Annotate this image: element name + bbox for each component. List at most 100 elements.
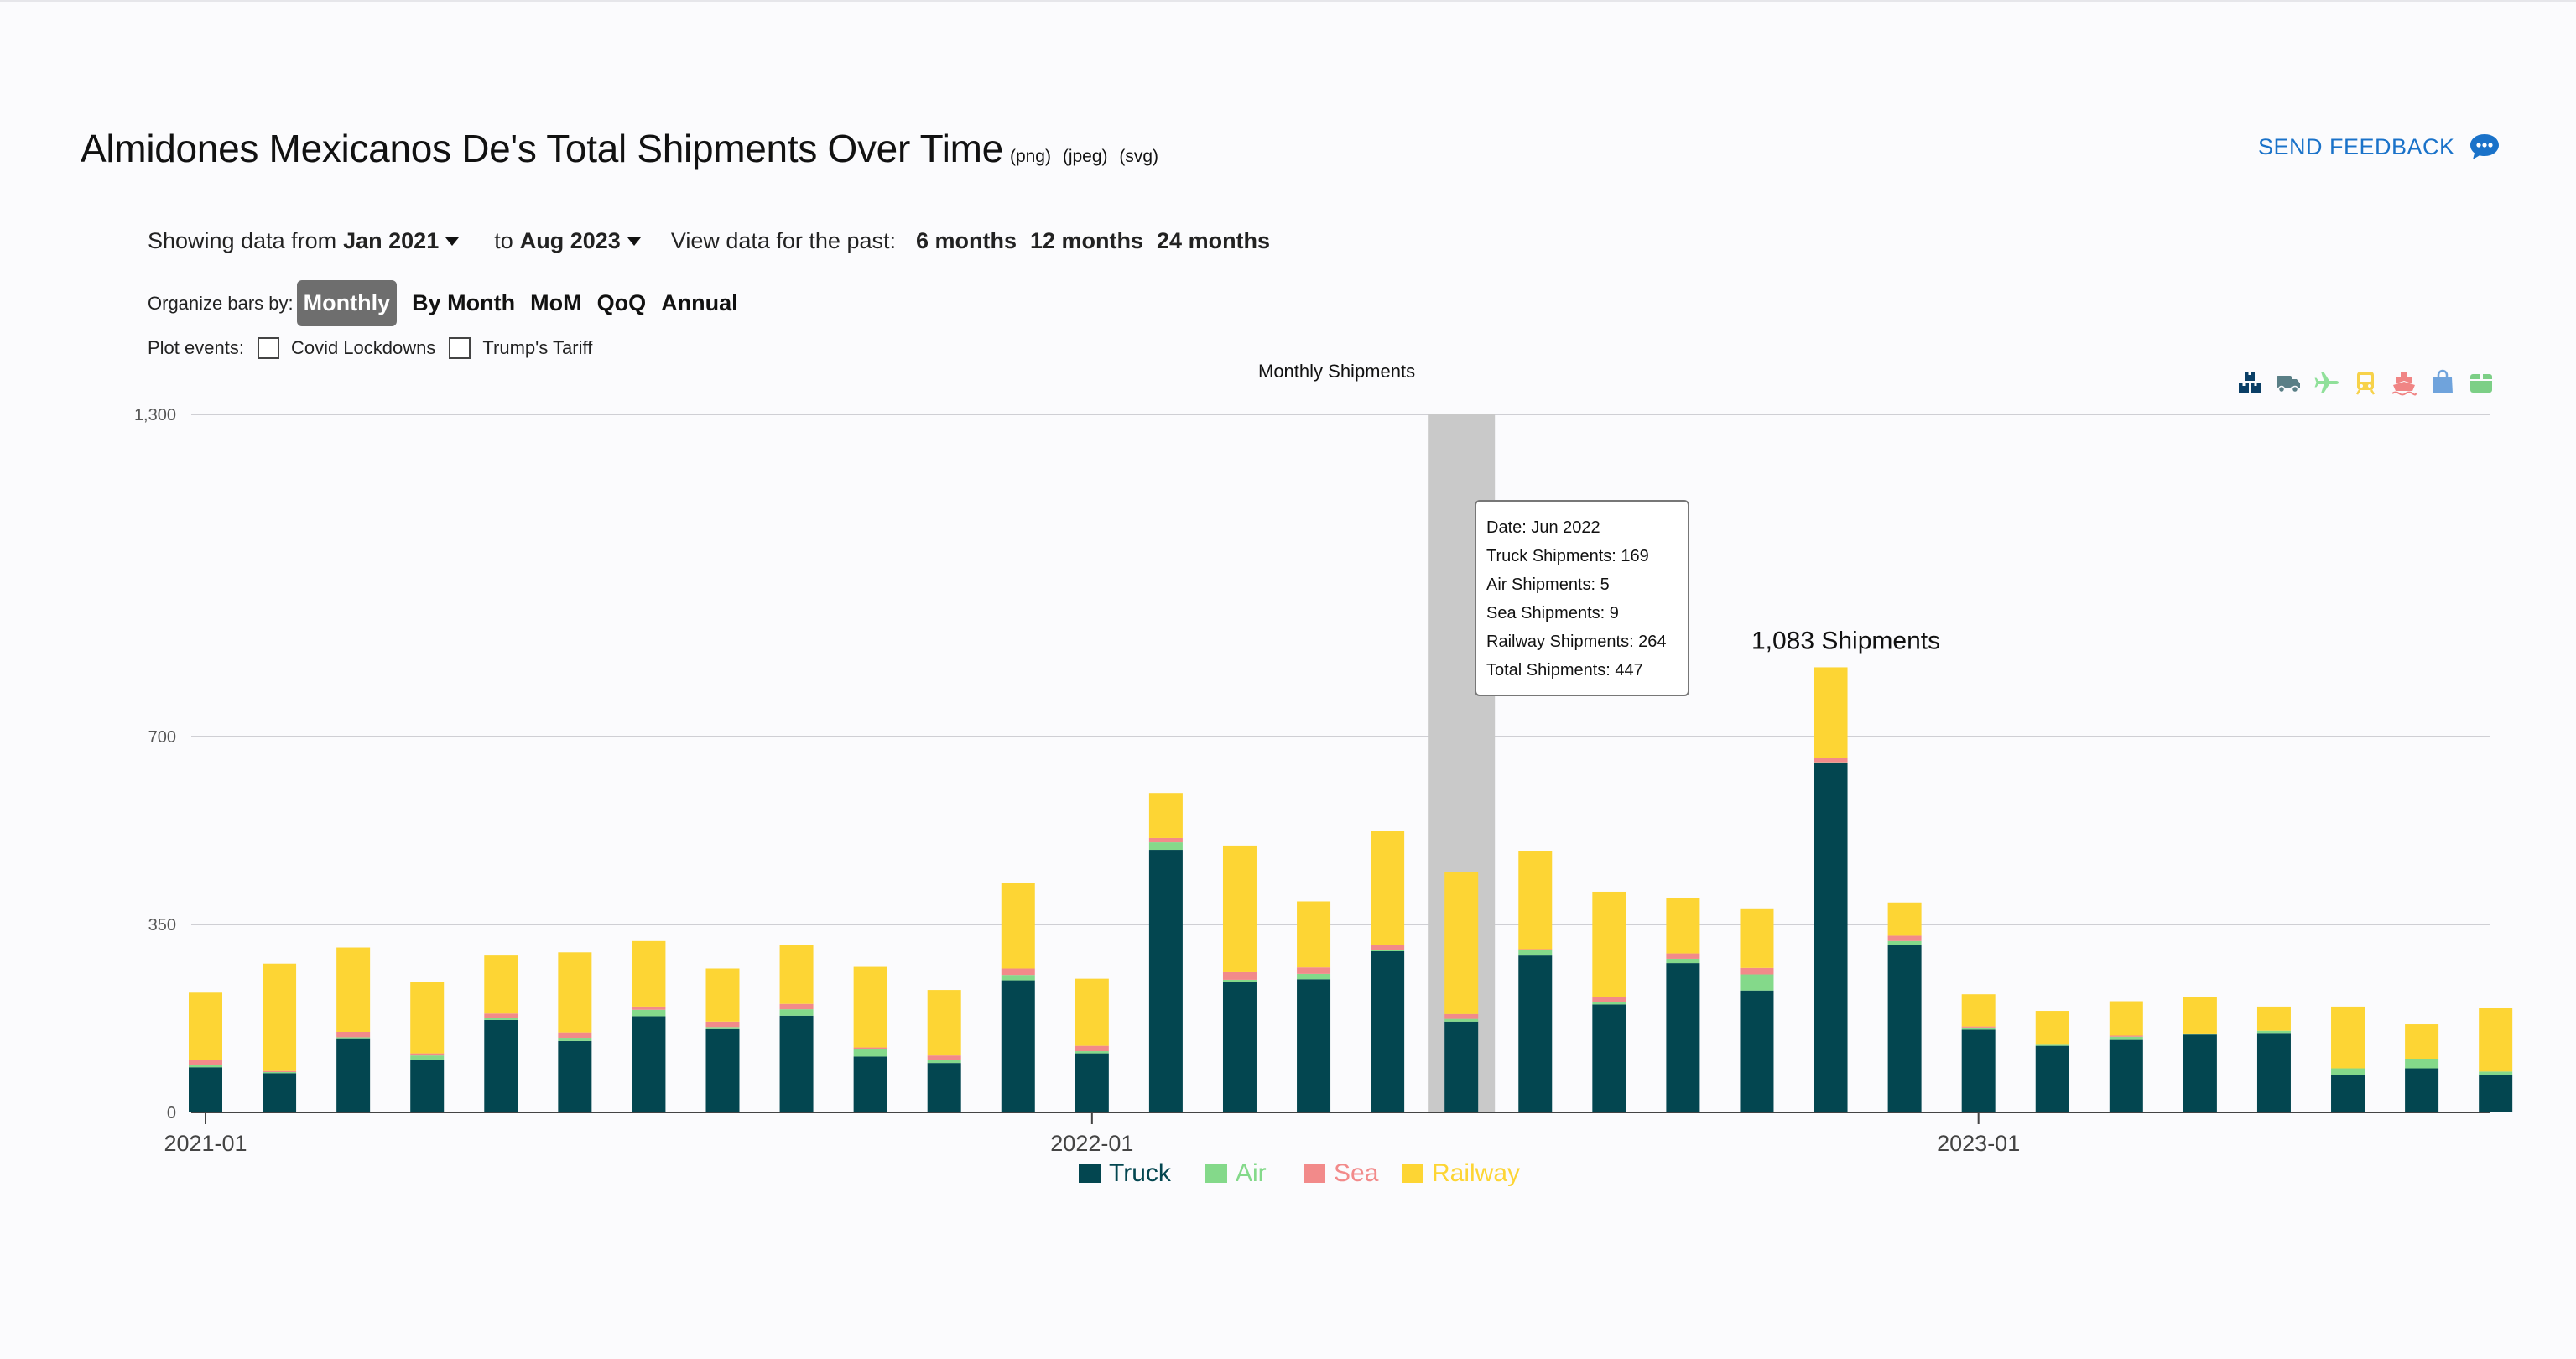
organize-annual-button[interactable]: Annual (661, 290, 738, 315)
bar-segment-railway (779, 945, 814, 1004)
organize-monthly-button[interactable]: Monthly (296, 280, 398, 326)
bar-segment-truck (2035, 1045, 2069, 1112)
chart-tooltip: Date: Jun 2022 Truck Shipments: 169 Air … (1475, 500, 1689, 696)
bar-segment-railway (1518, 851, 1553, 950)
package-icon[interactable] (2468, 369, 2495, 396)
bar-segment-sea (632, 1006, 666, 1010)
top-divider (0, 0, 2576, 2)
peak-annotation: 1,083 Shipments (1751, 627, 1940, 654)
bar-segment-air (853, 1049, 887, 1057)
bar-segment-truck (632, 1016, 666, 1112)
bar-segment-air (410, 1055, 445, 1060)
bar-segment-railway (1740, 908, 1774, 968)
bar-segment-sea (1887, 935, 1922, 941)
bar-segment-air (1518, 950, 1553, 956)
organize-by-month-button[interactable]: By Month (412, 290, 516, 315)
covid-lockdowns-checkbox[interactable] (257, 337, 279, 359)
bar-segment-air (1222, 979, 1257, 982)
bag-icon[interactable] (2429, 369, 2456, 396)
bar-segment-sea (1075, 1045, 1109, 1052)
bar-segment-railway (1148, 793, 1183, 838)
to-label: to (494, 228, 513, 253)
bar-segment-truck (263, 1073, 297, 1112)
trumps-tariff-checkbox[interactable] (449, 337, 471, 359)
bar-segment-truck (1001, 980, 1035, 1112)
bar-segment-truck (1148, 850, 1183, 1112)
send-feedback-button[interactable]: SEND FEEDBACK (2258, 133, 2501, 161)
bar-segment-truck (779, 1015, 814, 1112)
organize-mom-button[interactable]: MoM (530, 290, 582, 315)
bar-segment-railway (1814, 667, 1848, 758)
x-tick-label: 2023-01 (1937, 1131, 2020, 1156)
bar-segment-air (189, 1065, 222, 1068)
legend-swatch-railway (1402, 1164, 1423, 1183)
bar-segment-air (705, 1027, 740, 1029)
bar-segment-air (1001, 975, 1035, 981)
ship-icon[interactable] (2391, 369, 2417, 396)
truck-icon[interactable] (2275, 369, 2302, 396)
bar-segment-air (2109, 1036, 2143, 1040)
airplane-icon[interactable] (2313, 369, 2340, 396)
bar-segment-sea (705, 1021, 740, 1028)
export-svg-link[interactable]: (svg) (1119, 147, 1159, 166)
legend-swatch-sea (1304, 1164, 1325, 1183)
showing-label: Showing data from (148, 228, 337, 253)
bar-segment-railway (1666, 898, 1700, 954)
bar-segment-air (1371, 950, 1405, 951)
legend-swatch-air (1205, 1164, 1227, 1183)
tooltip-truck: Truck Shipments: 169 (1486, 547, 1649, 565)
range-12-months-button[interactable]: 12 months (1030, 228, 1144, 253)
bar-segment-truck (705, 1028, 740, 1112)
date-range-controls: Showing data from Jan 2021 to Aug 2023 V… (148, 228, 1270, 254)
bar-segment-air (927, 1060, 961, 1064)
plot-events-controls: Plot events: Covid Lockdowns Trump's Tar… (148, 337, 592, 359)
bar-segment-air (1740, 974, 1774, 991)
bar-segment-air (1666, 958, 1700, 964)
bar-segment-sea (263, 1070, 297, 1072)
organize-label: Organize bars by: (148, 292, 294, 314)
bar-segment-sea (1444, 1013, 1479, 1019)
plot-events-label: Plot events: (148, 337, 244, 358)
all-shipments-icon[interactable] (2236, 369, 2263, 396)
bar-segment-sea (1814, 758, 1848, 763)
bar-segment-railway (705, 968, 740, 1022)
export-jpeg-link[interactable]: (jpeg) (1062, 147, 1108, 166)
organize-qoq-button[interactable]: QoQ (596, 290, 647, 315)
range-6-months-button[interactable]: 6 months (915, 228, 1017, 253)
bar-segment-railway (1444, 872, 1479, 1014)
bar-segment-railway (1001, 883, 1035, 969)
y-tick-label: 700 (148, 728, 176, 747)
bar-segment-truck (1075, 1053, 1109, 1112)
y-tick-label: 350 (148, 916, 176, 935)
from-date-select[interactable]: Jan 2021 (343, 228, 460, 254)
page-title: Almidones Mexicanos De's Total Shipments… (81, 127, 1003, 170)
bar-segment-railway (2256, 1006, 2291, 1031)
legend-label-truck: Truck (1109, 1159, 1172, 1187)
bar-segment-railway (2331, 1006, 2365, 1069)
x-tick-label: 2022-01 (1050, 1131, 1133, 1156)
bar-segment-sea (1371, 945, 1405, 950)
bar-segment-air (2405, 1059, 2439, 1069)
bar-segment-truck (558, 1040, 592, 1112)
bar-segment-sea (1297, 967, 1331, 974)
bar-segment-truck (2405, 1068, 2439, 1112)
to-date-select[interactable]: Aug 2023 (520, 228, 641, 254)
chevron-down-icon (445, 237, 460, 246)
legend-label-air: Air (1236, 1159, 1267, 1187)
bar-segment-truck (1371, 951, 1405, 1112)
bar-segment-railway (1887, 902, 1922, 936)
bar-segment-railway (189, 992, 222, 1060)
bar-segment-air (1444, 1018, 1479, 1022)
bar-segment-railway (2109, 1001, 2143, 1036)
to-date-value: Aug 2023 (519, 228, 621, 253)
bar-segment-truck (2183, 1034, 2217, 1112)
bar-segment-sea (1222, 971, 1257, 980)
export-png-link[interactable]: (png) (1009, 147, 1051, 166)
legend-swatch-truck (1079, 1164, 1101, 1183)
bar-segment-railway (853, 966, 887, 1048)
bar-segment-railway (336, 947, 371, 1032)
bar-segment-truck (1666, 963, 1700, 1112)
train-icon[interactable] (2352, 369, 2379, 396)
bar-segment-truck (2331, 1075, 2365, 1112)
range-24-months-button[interactable]: 24 months (1157, 228, 1271, 253)
